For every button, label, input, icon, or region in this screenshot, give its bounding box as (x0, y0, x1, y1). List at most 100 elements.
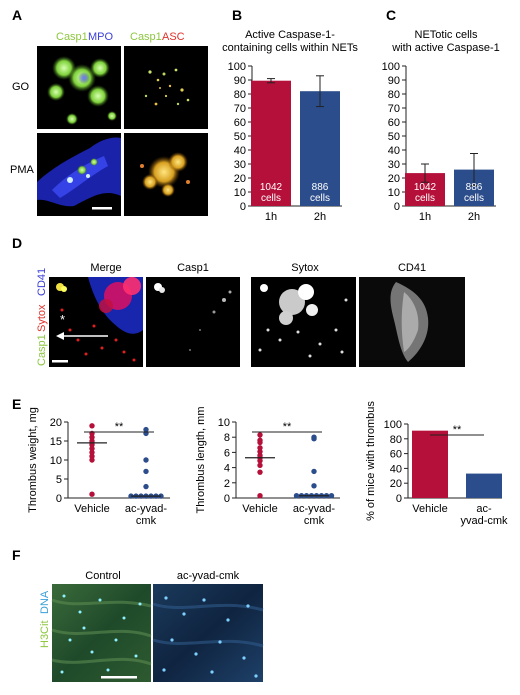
y-tick-label: 40 (234, 145, 246, 157)
y-tick-label: 60 (388, 117, 400, 129)
bar-count-label: 886 (312, 182, 329, 193)
x-tick-label: ac-yvad- (125, 503, 168, 515)
panel-d: D Merge Casp1 Sytox CD41 Casp1 Sytox CD4… (12, 235, 465, 367)
bar-unit-label: cells (464, 193, 484, 204)
bar-1h (251, 80, 291, 206)
y-tick-label: 10 (388, 187, 400, 199)
panel-d-title-cd41: CD41 (398, 262, 426, 274)
significance-label: ** (283, 421, 292, 433)
y-tick-label: 15 (50, 436, 62, 448)
significance-label: ** (453, 424, 462, 436)
micrograph-d-sytox (251, 277, 356, 367)
data-point (143, 426, 149, 433)
data-point (257, 462, 263, 469)
panel-a-row-label-pma: PMA (10, 164, 35, 176)
y-tick-label: 40 (390, 463, 402, 475)
panel-c-title-line2: with active Caspase-1 (391, 42, 500, 54)
x-tick-label: Vehicle (74, 503, 109, 515)
data-point (143, 457, 149, 463)
scale-bar (101, 676, 137, 679)
x-tick-label: cmk (136, 515, 157, 527)
y-axis-label: % of mice with thrombus (365, 401, 377, 521)
panel-d-title-merge: Merge (90, 262, 121, 274)
bar-count-label: 886 (466, 182, 483, 193)
panel-f-title-control: Control (85, 570, 120, 582)
panel-d-side-label-sytox: Sytox (36, 304, 48, 332)
y-tick-label: 80 (388, 89, 400, 101)
panel-c-title-line1: NETotic cells (415, 29, 478, 41)
x-tick-label: yvad-cmk (460, 515, 508, 527)
y-tick-label: 100 (382, 61, 400, 73)
y-tick-label: 0 (224, 493, 230, 505)
panel-letter-f: F (12, 547, 21, 563)
y-tick-label: 90 (388, 75, 400, 87)
micrograph-d-casp1 (146, 277, 240, 367)
y-tick-label: 20 (234, 173, 246, 185)
y-tick-label: 50 (388, 131, 400, 143)
data-point (89, 453, 95, 459)
y-tick-label: 60 (390, 449, 402, 461)
y-tick-label: 50 (234, 131, 246, 143)
micrograph-go-casp1-mpo (37, 46, 121, 129)
y-tick-label: 30 (388, 159, 400, 171)
panel-letter-c: C (386, 7, 396, 23)
panel-f: F Control ac-yvad-cmk H3Cit DNA (12, 547, 264, 682)
y-tick-label: 80 (234, 89, 246, 101)
data-point (89, 434, 95, 440)
y-axis-label: Thrombus weight, mg (27, 407, 39, 513)
y-tick-label: 2 (224, 478, 230, 490)
data-point (257, 432, 263, 438)
bar-unit-label: cells (261, 193, 281, 204)
x-tick-label: 2h (314, 211, 326, 223)
y-tick-label: 5 (56, 474, 62, 486)
x-tick-label: 1h (265, 211, 277, 223)
panel-d-side-label-casp1: Casp1 (36, 334, 48, 366)
panel-a: A Casp1 MPO Casp1 ASC GO PMA (10, 7, 208, 216)
y-tick-label: 4 (224, 463, 230, 475)
y-tick-label: 0 (394, 201, 400, 213)
bar-count-label: 1042 (414, 182, 437, 193)
panel-letter-a: A (12, 7, 22, 23)
y-tick-label: 70 (234, 103, 246, 115)
panel-a-row-label-go: GO (12, 81, 30, 93)
panel-letter-d: D (12, 235, 22, 251)
y-tick-label: 10 (218, 417, 230, 429)
data-point (257, 493, 263, 499)
x-tick-label: Vehicle (412, 503, 447, 515)
y-tick-label: 20 (390, 478, 402, 490)
chart-e2: 0 2 4 6 8 10 Thrombus length, mm Vehicle ac-yvad… (195, 407, 340, 527)
panel-letter-b: B (232, 7, 242, 23)
y-tick-label: 0 (240, 201, 246, 213)
data-point (257, 469, 263, 475)
data-point (89, 491, 95, 497)
data-point (257, 448, 263, 455)
significance-label: ** (115, 421, 124, 433)
micrograph-go-casp1-asc (124, 46, 208, 129)
micrograph-f-control (51, 584, 152, 682)
y-tick-label: 6 (224, 447, 230, 459)
y-tick-label: 90 (234, 75, 246, 87)
micrograph-d-cd41 (359, 277, 465, 367)
panel-a-col2-label-asc: ASC (162, 31, 185, 43)
panel-f-side-label-dna: DNA (39, 590, 51, 614)
panel-a-col1-label-mpo: MPO (88, 31, 114, 43)
y-axis-label: Thrombus length, mm (195, 407, 207, 514)
data-point (293, 493, 300, 499)
y-tick-label: 70 (388, 103, 400, 115)
panel-a-col1-label-casp1: Casp1 (56, 31, 88, 43)
panel-letter-e: E (12, 396, 21, 412)
chart-b: 01020304050607080901001042cells1h886cell… (228, 61, 342, 223)
x-tick-label: 1h (419, 211, 431, 223)
micrograph-pma-casp1-asc (124, 133, 208, 216)
y-tick-label: 20 (388, 173, 400, 185)
y-tick-label: 20 (50, 417, 62, 429)
data-point (311, 483, 317, 489)
panel-b-title-line2: containing cells within NETs (222, 42, 358, 54)
panel-d-title-casp1: Casp1 (177, 262, 209, 274)
asterisk-marker: * (60, 312, 65, 327)
data-point (257, 439, 263, 446)
data-point (143, 483, 149, 490)
x-tick-label: ac- (476, 503, 492, 515)
y-tick-label: 80 (390, 434, 402, 446)
